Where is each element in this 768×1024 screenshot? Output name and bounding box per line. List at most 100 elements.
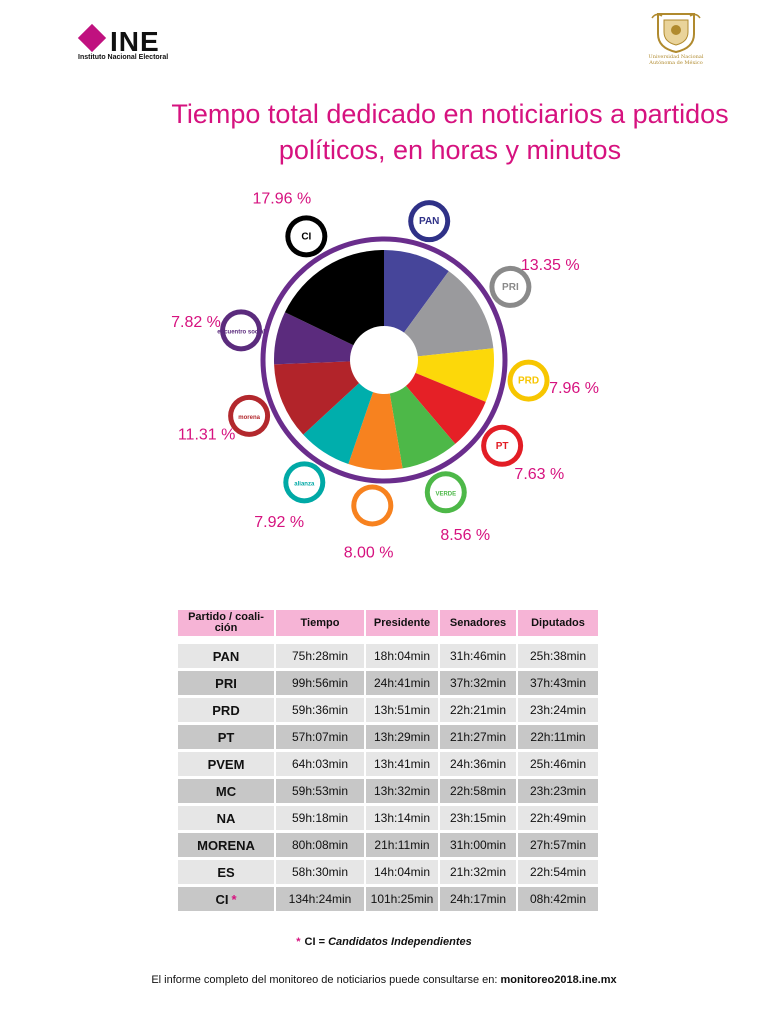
footnote-text: CI =	[304, 936, 329, 948]
cell-diputados: 22h:49min	[518, 806, 598, 830]
cell-party-label: CI	[215, 891, 229, 907]
cell-presidente: 14h:04min	[366, 860, 438, 884]
cell-senadores: 22h:58min	[440, 779, 516, 803]
chart-center-hole	[350, 326, 418, 394]
unam-logo-text: Universidad Nacional Autónoma de México	[648, 54, 704, 66]
footnote: * CI = Candidatos Independientes	[0, 936, 768, 948]
footnote-marker: *	[231, 891, 237, 907]
data-label-mc: 8.00 %	[344, 544, 394, 561]
header-presidente: Presidente	[366, 610, 438, 636]
svg-text:PT: PT	[496, 441, 509, 452]
cell-senadores: 37h:32min	[440, 671, 516, 695]
cell-presidente: 13h:29min	[366, 725, 438, 749]
pie-slice-mc	[348, 360, 403, 471]
cell-tiempo: 59h:53min	[276, 779, 364, 803]
cell-senadores: 21h:27min	[440, 725, 516, 749]
party-logo-es-icon: encuentro social	[217, 309, 265, 352]
title-line-1: Tiempo total dedicado en noticiarios a p…	[171, 99, 729, 129]
unam-logo: Universidad Nacional Autónoma de México	[648, 10, 704, 74]
cell-party: MC	[178, 779, 274, 803]
cell-party: PT	[178, 725, 274, 749]
unam-seal-icon	[651, 13, 701, 54]
cell-presidente: 13h:14min	[366, 806, 438, 830]
cell-presidente: 13h:32min	[366, 779, 438, 803]
ine-logo-text: INE	[110, 26, 160, 57]
data-label-pvem: 8.56 %	[440, 527, 490, 544]
cell-tiempo: 57h:07min	[276, 725, 364, 749]
cell-senadores: 24h:36min	[440, 752, 516, 776]
cell-tiempo: 80h:08min	[276, 833, 364, 857]
data-label-es: 7.82 %	[171, 314, 221, 331]
party-logo-pri-icon: PRI	[489, 265, 532, 308]
party-logo-pan-icon: PAN	[408, 200, 451, 243]
cell-diputados: 23h:24min	[518, 698, 598, 722]
data-label-pri: 13.35 %	[521, 257, 580, 274]
cell-senadores: 21h:32min	[440, 860, 516, 884]
ine-logo: INE Instituto Nacional Electoral	[77, 23, 188, 64]
svg-text:PRD: PRD	[518, 376, 539, 387]
cell-party: PVEM	[178, 752, 274, 776]
party-logo-na-icon: alianza	[283, 461, 326, 504]
cell-party: PAN	[178, 644, 274, 668]
cell-presidente: 101h:25min	[366, 887, 438, 911]
ine-logo-mark	[77, 23, 107, 53]
cell-senadores: 23h:15min	[440, 806, 516, 830]
cell-party: ES	[178, 860, 274, 884]
chart-outer-ring	[260, 236, 508, 484]
svg-text:alianza: alianza	[294, 481, 315, 487]
footer-text: El informe completo del monitoreo de not…	[151, 974, 501, 986]
cell-diputados: 22h:11min	[518, 725, 598, 749]
header-senadores: Senadores	[440, 610, 516, 636]
pie-slice-ci	[284, 250, 384, 360]
cell-diputados: 37h:43min	[518, 671, 598, 695]
cell-tiempo: 59h:36min	[276, 698, 364, 722]
data-label-ci: 17.96 %	[253, 190, 312, 207]
cell-tiempo: 64h:03min	[276, 752, 364, 776]
cell-senadores: 24h:17min	[440, 887, 516, 911]
party-logo-prd-icon: PRD	[507, 359, 550, 402]
footnote-emphasis: Candidatos Independientes	[328, 936, 472, 948]
cell-presidente: 13h:51min	[366, 698, 438, 722]
cell-senadores: 31h:00min	[440, 833, 516, 857]
party-logo-pvem-icon: VERDE	[424, 471, 467, 514]
cell-diputados: 25h:46min	[518, 752, 598, 776]
data-label-pt: 7.63 %	[514, 466, 564, 483]
footer-link[interactable]: monitoreo2018.ine.mx	[500, 974, 617, 986]
cell-tiempo: 59h:18min	[276, 806, 364, 830]
svg-text:encuentro social: encuentro social	[217, 329, 265, 335]
svg-text:CI: CI	[301, 231, 311, 242]
cell-presidente: 18h:04min	[366, 644, 438, 668]
svg-text:PRI: PRI	[502, 282, 519, 293]
party-logo-pt-icon: PT	[481, 424, 524, 467]
party-logo-ci-icon: CI	[285, 215, 328, 258]
title-line-2: políticos, en horas y minutos	[278, 135, 622, 165]
cell-presidente: 21h:11min	[366, 833, 438, 857]
party-logo-mc-icon	[351, 484, 394, 527]
ine-logo-subtitle: Instituto Nacional Electoral	[78, 54, 169, 61]
cell-party: CI *	[178, 887, 274, 911]
cell-diputados: 22h:54min	[518, 860, 598, 884]
cell-presidente: 24h:41min	[366, 671, 438, 695]
data-label-na: 7.92 %	[254, 514, 304, 531]
cell-party: MORENA	[178, 833, 274, 857]
page-title: Tiempo total dedicado en noticiarios a p…	[120, 96, 768, 168]
cell-party: PRD	[178, 698, 274, 722]
pie-slice-pri	[384, 271, 494, 360]
svg-text:VERDE: VERDE	[435, 491, 456, 497]
header-tiempo: Tiempo	[276, 610, 364, 636]
cell-tiempo: 58h:30min	[276, 860, 364, 884]
cell-tiempo: 75h:28min	[276, 644, 364, 668]
cell-diputados: 23h:23min	[518, 779, 598, 803]
cell-diputados: 25h:38min	[518, 644, 598, 668]
cell-senadores: 22h:21min	[440, 698, 516, 722]
svg-text:morena: morena	[238, 415, 260, 421]
data-label-prd: 7.96 %	[549, 380, 599, 397]
cell-party: PRI	[178, 671, 274, 695]
cell-diputados: 27h:57min	[518, 833, 598, 857]
party-logo-morena-icon: morena	[228, 394, 271, 437]
cell-party: NA	[178, 806, 274, 830]
header-diputados: Diputados	[518, 610, 598, 636]
data-label-morena: 11.31 %	[178, 426, 236, 443]
cell-tiempo: 134h:24min	[276, 887, 364, 911]
